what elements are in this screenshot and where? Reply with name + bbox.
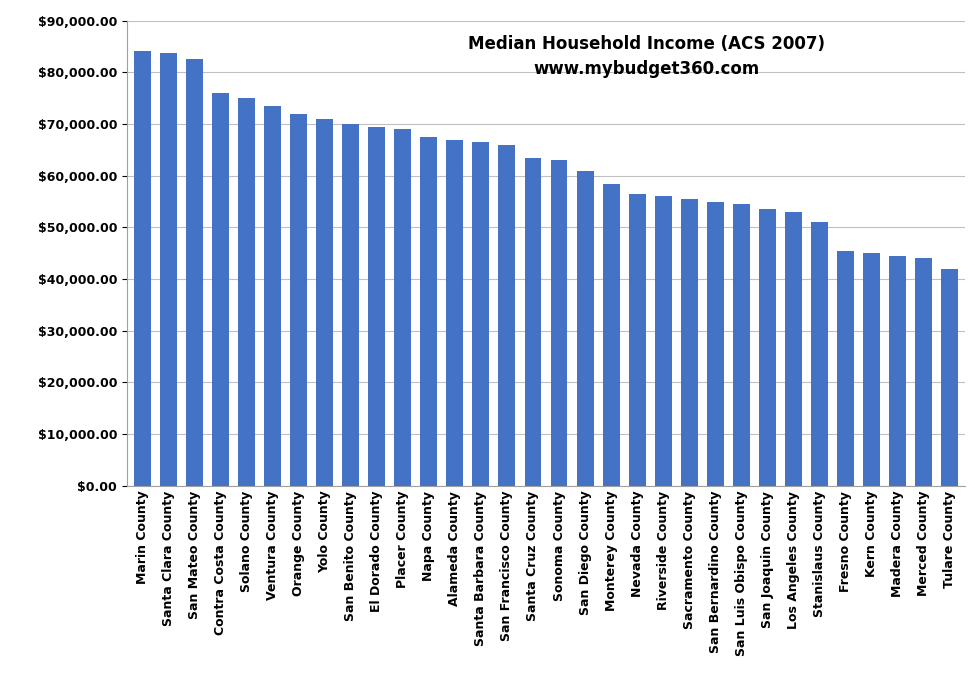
Bar	[681, 199, 698, 486]
Bar	[707, 202, 723, 486]
Bar	[576, 171, 594, 486]
Bar	[916, 258, 932, 486]
Bar	[655, 196, 672, 486]
Bar	[551, 160, 567, 486]
Bar	[447, 139, 463, 486]
Bar	[160, 53, 176, 486]
Bar	[186, 58, 203, 486]
Bar	[212, 93, 229, 486]
Bar	[394, 129, 411, 486]
Bar	[889, 256, 906, 486]
Bar	[941, 269, 958, 486]
Bar	[342, 124, 359, 486]
Bar	[863, 253, 880, 486]
Text: Median Household Income (ACS 2007)
www.mybudget360.com: Median Household Income (ACS 2007) www.m…	[468, 35, 825, 78]
Bar	[420, 137, 437, 486]
Bar	[238, 99, 255, 486]
Bar	[264, 106, 281, 486]
Bar	[525, 158, 541, 486]
Bar	[733, 204, 750, 486]
Bar	[759, 210, 776, 486]
Bar	[811, 222, 828, 486]
Bar	[837, 251, 854, 486]
Bar	[473, 142, 489, 486]
Bar	[134, 51, 151, 486]
Bar	[316, 119, 333, 486]
Bar	[785, 212, 801, 486]
Bar	[369, 127, 385, 486]
Bar	[291, 114, 307, 486]
Bar	[629, 194, 645, 486]
Bar	[603, 184, 619, 486]
Bar	[498, 145, 516, 486]
